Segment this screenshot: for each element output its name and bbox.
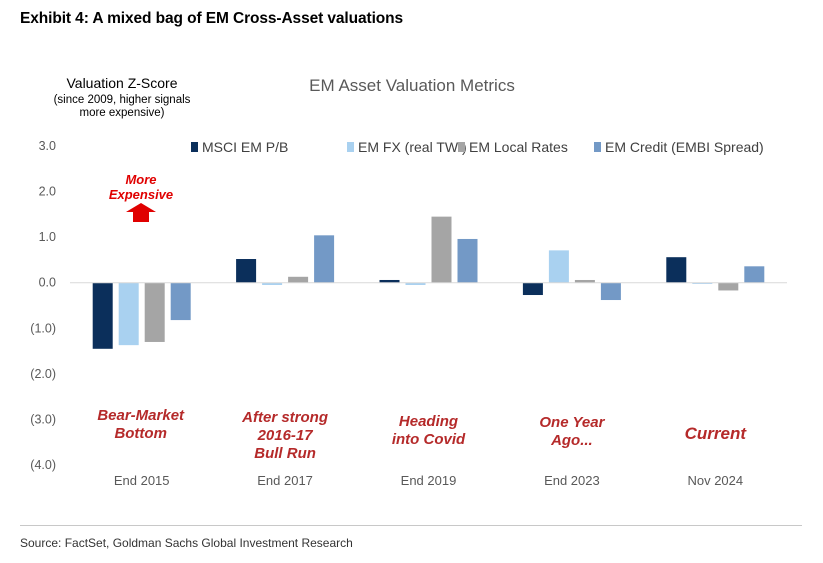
bar [600, 282, 621, 301]
y-axis-label-line: more expensive) [79, 107, 164, 119]
bar [92, 282, 113, 349]
bar [744, 266, 765, 283]
bar [262, 282, 283, 285]
legend-swatch [594, 142, 601, 152]
bar [314, 235, 335, 283]
bar [718, 282, 739, 291]
period-annotation: Bull Run [254, 445, 316, 462]
y-tick-label: (1.0) [30, 321, 56, 335]
y-tick-label: (3.0) [30, 412, 56, 426]
x-tick-label: Nov 2024 [687, 473, 743, 488]
bar [548, 250, 569, 283]
y-tick-label: 0.0 [39, 276, 56, 290]
bar [431, 216, 452, 283]
y-axis-label-line: (since 2009, higher signals [54, 94, 191, 106]
footer-divider [20, 525, 802, 526]
exhibit-title: Exhibit 4: A mixed bag of EM Cross-Asset… [20, 10, 404, 27]
period-annotation: Heading [399, 413, 458, 430]
bar [457, 238, 478, 283]
valuation-bar-chart: EM Asset Valuation Metrics Valuation Z-S… [30, 75, 787, 488]
legend-label: EM Credit (EMBI Spread) [605, 139, 764, 155]
period-annotation: Bear-Market [97, 407, 185, 424]
period-annotation: Current [685, 424, 748, 443]
bar [574, 279, 595, 283]
bars [92, 216, 765, 349]
bar [379, 279, 400, 283]
more-expensive-label: More [125, 172, 156, 187]
bar [144, 282, 165, 342]
legend-swatch [191, 142, 198, 152]
legend-label: MSCI EM P/B [202, 139, 288, 155]
bar [118, 282, 139, 346]
y-tick-label: (4.0) [30, 458, 56, 472]
x-tick-label: End 2019 [401, 473, 457, 488]
period-annotation: 2016-17 [257, 427, 314, 444]
x-tick-label: End 2017 [257, 473, 313, 488]
bar [405, 282, 426, 285]
legend-label: EM FX (real TWI) [358, 139, 467, 155]
period-annotation: into Covid [392, 431, 466, 448]
source-note: Source: FactSet, Goldman Sachs Global In… [20, 536, 353, 550]
legend-swatch [347, 142, 354, 152]
y-tick-label: 2.0 [39, 185, 56, 199]
legend-swatch [458, 142, 465, 152]
y-tick-label: 3.0 [39, 139, 56, 153]
more-expensive-arrow-icon [126, 203, 156, 222]
bar [692, 282, 713, 284]
bar [522, 282, 543, 296]
bar [288, 276, 309, 283]
x-tick-label: End 2015 [114, 473, 170, 488]
chart-title: EM Asset Valuation Metrics [309, 76, 515, 95]
y-tick-label: (2.0) [30, 367, 56, 381]
period-annotation: One Year [539, 414, 605, 431]
legend-label: EM Local Rates [469, 139, 568, 155]
bar [236, 259, 257, 283]
x-axis-labels: End 2015 End 2017 End 2019 End 2023 Nov 2024 [114, 473, 743, 488]
y-axis-label-line: Valuation Z-Score [66, 75, 177, 91]
bar [170, 282, 191, 321]
bar [666, 257, 687, 283]
y-axis-ticks: 3.0 2.0 1.0 0.0 (1.0) (2.0) (3.0) (4.0) [30, 139, 56, 472]
y-axis-label: Valuation Z-Score (since 2009, higher sig… [54, 75, 191, 119]
period-annotation: Ago... [550, 432, 593, 449]
period-annotation: Bottom [114, 425, 167, 442]
legend: MSCI EM P/B EM FX (real TWI) EM Local Rate… [191, 139, 764, 155]
x-tick-label: End 2023 [544, 473, 600, 488]
period-annotation: After strong [241, 409, 328, 426]
more-expensive-label: Expensive [109, 187, 173, 202]
y-tick-label: 1.0 [39, 230, 56, 244]
